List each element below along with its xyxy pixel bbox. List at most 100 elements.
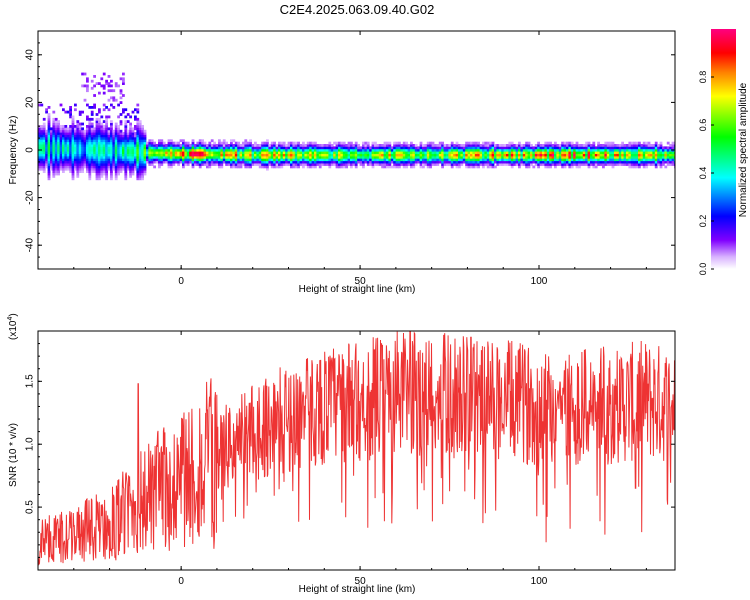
heat-cell [81,153,84,157]
heat-cell [515,148,519,152]
heat-cell [292,163,296,166]
heat-cell [616,146,620,150]
heat-cell [549,141,552,145]
heat-cell [604,160,608,164]
heat-cell [129,160,132,164]
heat-cell [225,144,228,147]
heat-cell [71,165,75,169]
heat-cell [64,158,68,162]
heat-cell [633,155,636,159]
heat-cell [302,158,305,162]
heat-cell [513,158,516,162]
heat-cell [551,153,555,157]
heat-cell [309,146,312,150]
heat-cell [102,136,106,140]
heat-cell [462,144,466,147]
heat-cell [64,141,68,145]
heat-cell [467,144,471,147]
heat-cell [232,146,236,150]
heat-cell [198,158,202,162]
heat-cell [208,158,212,162]
heat-cell [347,144,351,147]
heat-cell [340,160,344,164]
heat-cell [78,153,82,157]
heat-cell [78,122,82,126]
heat-cell [470,151,473,154]
heat-cell [266,146,269,150]
heat-cell [558,158,562,162]
heat-cell [88,163,92,166]
heat-cell [71,158,75,162]
heat-cell [83,148,87,152]
heat-cell [669,144,672,147]
heat-cell [474,158,478,162]
heat-cell [398,148,401,152]
heat-cell [287,151,291,154]
heat-cell [57,146,60,150]
heat-cell [81,139,84,143]
heat-cell [198,163,202,166]
heat-cell [626,151,629,154]
heat-cell [594,163,598,166]
heat-cell [42,144,46,147]
heat-cell [254,146,257,150]
heat-cell [376,148,380,152]
heat-cell [573,146,576,150]
heat-cell [254,148,257,152]
heat-cell [628,153,632,157]
heat-cell [458,153,461,157]
heat-cell [522,148,526,152]
heat-cell [76,170,80,173]
heat-cell [239,144,243,147]
heat-cell [321,153,324,157]
heat-cell [642,155,646,159]
heat-cell [669,158,672,162]
heat-cell [496,148,500,152]
heat-cell [71,172,75,176]
heat-cell [546,155,550,159]
heat-cell [510,141,514,145]
heat-cell [357,151,360,154]
heat-cell [119,113,123,116]
heat-cell [335,144,339,147]
heat-cell [306,153,310,157]
heat-cell [570,146,574,150]
heat-cell [484,151,488,154]
heat-cell [306,148,310,152]
heat-cell [119,160,123,164]
heat-cell [422,148,425,152]
heat-cell [225,155,228,159]
heat-cell [333,160,336,164]
heat-cell [362,163,365,166]
heat-cell [117,160,120,164]
heat-cell [261,165,264,169]
heat-cell [282,148,286,152]
heat-cell [369,146,372,150]
heat-cell [354,146,358,150]
heat-cell [642,153,646,157]
heat-cell [376,153,380,157]
heat-cell [518,165,521,169]
heat-cell [47,175,51,178]
heat-cell [650,151,653,154]
heat-cell [561,151,564,154]
heat-cell [254,158,257,162]
heat-cell [304,151,308,154]
heat-cell [441,160,444,164]
heat-cell [62,167,65,171]
heat-cell [66,110,70,114]
heat-cell [297,155,300,159]
heat-cell [633,165,636,169]
heat-cell [136,144,140,147]
heat-cell [400,153,404,157]
heat-cell [138,163,142,166]
heat-cell [102,153,106,157]
heat-cell [66,153,70,157]
heat-cell [198,165,202,169]
heat-cell [114,127,118,131]
heat-cell [102,172,106,176]
heat-cell [69,139,72,143]
heat-cell [285,144,288,147]
heat-cell [62,141,65,145]
